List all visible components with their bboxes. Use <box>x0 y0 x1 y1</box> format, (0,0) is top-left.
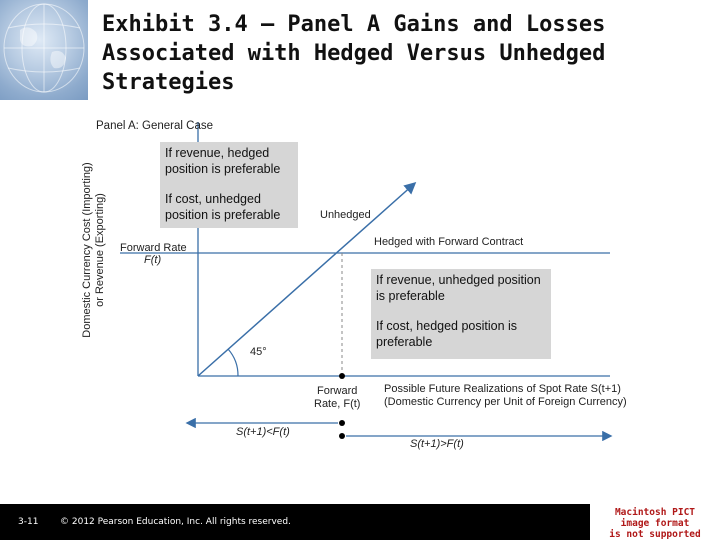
range-split-point-upper <box>339 420 345 426</box>
forward-rate-point <box>339 373 345 379</box>
forward-rate-symbol: F(t) <box>144 254 162 266</box>
left-range-label: S(t+1)<F(t) <box>236 426 290 438</box>
page-number: 3-11 <box>18 517 39 527</box>
unsupported-image-notice: Macintosh PICT image format is not suppo… <box>590 504 720 540</box>
callout-lower: If revenue, unhedged position is prefera… <box>371 269 551 359</box>
angle-label: 45° <box>250 346 267 358</box>
copyright-notice: © 2012 Pearson Education, Inc. All right… <box>60 517 291 527</box>
x-axis-label: Possible Future Realizations of Spot Rat… <box>384 383 627 408</box>
hedged-label: Hedged with Forward Contract <box>374 236 524 248</box>
x-forward-rate-label: Forward Rate, F(t) <box>314 385 361 410</box>
callout-upper: If revenue, hedged position is preferabl… <box>160 142 298 228</box>
angle-arc <box>227 348 239 377</box>
unhedged-line <box>197 182 417 377</box>
globe-logo-image <box>0 0 88 100</box>
range-split-point-lower <box>339 433 345 439</box>
slide-footer: 3-11 © 2012 Pearson Education, Inc. All … <box>0 504 590 540</box>
panel-title: Panel A: General Case <box>96 120 213 132</box>
slide-title: Exhibit 3.4 – Panel A Gains and Losses A… <box>102 12 606 95</box>
forward-rate-label: Forward Rate <box>120 242 187 254</box>
unhedged-label: Unhedged <box>320 209 371 221</box>
hedging-diagram: Panel A: General Case Domestic Currency … <box>80 112 640 502</box>
y-axis-label: Domestic Currency Cost (Importing) or Re… <box>81 162 106 338</box>
right-range-label: S(t+1)>F(t) <box>410 438 464 450</box>
